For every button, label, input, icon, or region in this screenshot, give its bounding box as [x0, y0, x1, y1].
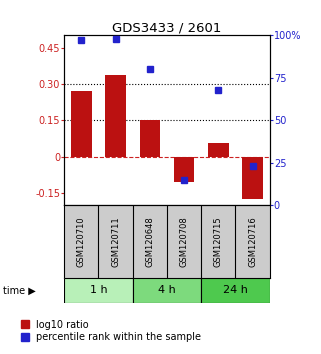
Bar — [64, 278, 133, 303]
Text: GSM120716: GSM120716 — [248, 216, 257, 267]
Text: GSM120708: GSM120708 — [179, 216, 188, 267]
Title: GDS3433 / 2601: GDS3433 / 2601 — [112, 21, 221, 34]
Bar — [140, 120, 160, 157]
Text: GSM120648: GSM120648 — [145, 216, 154, 267]
Bar — [242, 157, 263, 199]
Text: 24 h: 24 h — [223, 285, 248, 295]
Legend: log10 ratio, percentile rank within the sample: log10 ratio, percentile rank within the … — [21, 320, 202, 342]
Bar — [105, 75, 126, 157]
Bar — [208, 143, 229, 157]
Text: 4 h: 4 h — [158, 285, 176, 295]
Bar — [201, 278, 270, 303]
Text: GSM120711: GSM120711 — [111, 216, 120, 267]
Text: GSM120710: GSM120710 — [77, 216, 86, 267]
Bar — [71, 91, 91, 157]
Bar — [133, 278, 201, 303]
Text: GSM120715: GSM120715 — [214, 216, 223, 267]
Text: 1 h: 1 h — [90, 285, 107, 295]
Text: time ▶: time ▶ — [3, 285, 36, 295]
Bar — [174, 157, 194, 182]
